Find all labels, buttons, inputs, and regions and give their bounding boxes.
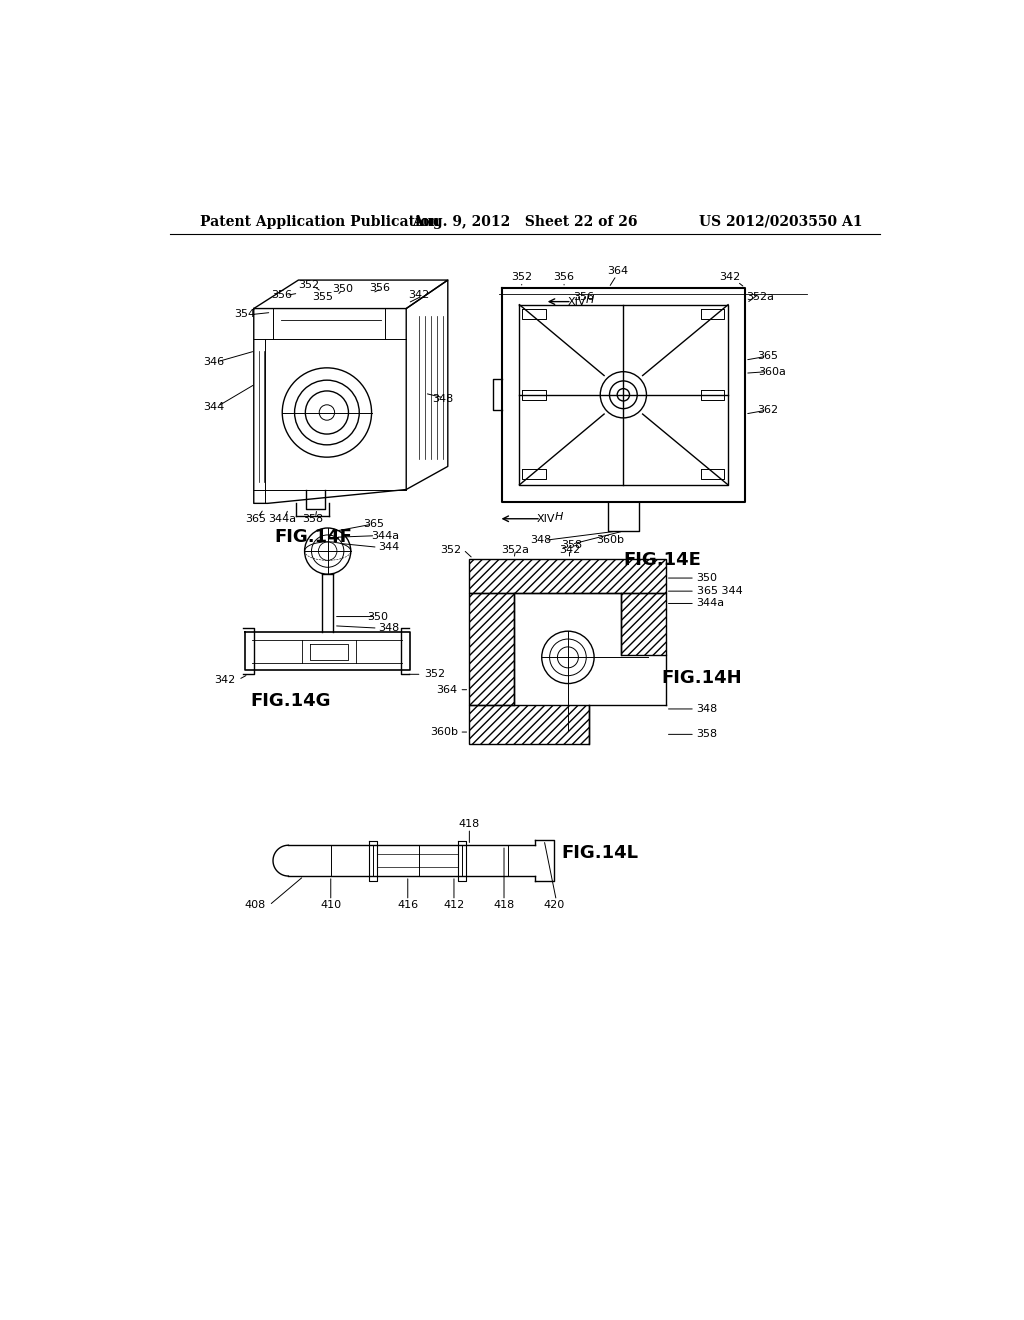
Text: 356: 356 xyxy=(554,272,574,282)
Text: 344a: 344a xyxy=(268,513,296,524)
Text: 352: 352 xyxy=(440,545,462,554)
Text: FIG.14G: FIG.14G xyxy=(251,692,331,710)
Text: 342: 342 xyxy=(719,272,740,282)
Text: 365: 365 xyxy=(245,513,266,524)
Text: 348: 348 xyxy=(432,393,453,404)
Text: 362: 362 xyxy=(758,405,778,416)
Text: 364: 364 xyxy=(436,685,458,694)
Text: 360b: 360b xyxy=(596,536,625,545)
Text: 348: 348 xyxy=(530,536,552,545)
Text: 356: 356 xyxy=(572,292,594,302)
Text: 344: 344 xyxy=(203,403,224,412)
Text: 408: 408 xyxy=(244,900,265,911)
Text: 412: 412 xyxy=(443,900,465,911)
Text: 365 344: 365 344 xyxy=(696,586,742,597)
Text: H: H xyxy=(586,296,594,305)
Circle shape xyxy=(304,528,351,574)
Text: FIG.14E: FIG.14E xyxy=(623,550,700,569)
Text: 365: 365 xyxy=(364,519,384,529)
Text: 348: 348 xyxy=(379,623,400,634)
Circle shape xyxy=(311,535,344,568)
Text: FIG.14H: FIG.14H xyxy=(662,669,742,688)
Text: XIV: XIV xyxy=(568,297,587,306)
Text: 360b: 360b xyxy=(430,727,458,737)
Text: Aug. 9, 2012   Sheet 22 of 26: Aug. 9, 2012 Sheet 22 of 26 xyxy=(412,215,638,228)
Text: 418: 418 xyxy=(494,900,515,911)
Text: 342: 342 xyxy=(559,545,580,554)
Text: 420: 420 xyxy=(544,900,564,911)
Text: 350: 350 xyxy=(368,611,388,622)
Text: 354: 354 xyxy=(233,309,255,319)
Text: FIG.14L: FIG.14L xyxy=(562,843,639,862)
Text: 358: 358 xyxy=(302,513,324,524)
Text: 344a: 344a xyxy=(696,598,725,609)
Text: XIV: XIV xyxy=(538,513,556,524)
Text: 358: 358 xyxy=(561,540,583,550)
Text: H: H xyxy=(554,512,563,523)
Text: 416: 416 xyxy=(397,900,419,911)
Text: 365: 365 xyxy=(758,351,778,362)
Text: 352a: 352a xyxy=(746,292,774,302)
Text: 352: 352 xyxy=(424,669,445,680)
Text: 358: 358 xyxy=(696,730,718,739)
Text: 352: 352 xyxy=(511,272,532,282)
Text: 360a: 360a xyxy=(758,367,785,376)
Text: 364: 364 xyxy=(607,265,629,276)
Circle shape xyxy=(542,631,594,684)
Text: FIG.14F: FIG.14F xyxy=(274,528,352,546)
Text: 418: 418 xyxy=(459,818,480,829)
Text: 348: 348 xyxy=(696,704,718,714)
Text: 356: 356 xyxy=(369,282,390,293)
Text: 344: 344 xyxy=(379,543,400,552)
Text: 342: 342 xyxy=(214,675,236,685)
Circle shape xyxy=(318,543,337,561)
Text: US 2012/0203550 A1: US 2012/0203550 A1 xyxy=(698,215,862,228)
Text: 356: 356 xyxy=(271,290,292,301)
Text: 346: 346 xyxy=(203,358,224,367)
Text: 352: 352 xyxy=(299,280,319,290)
Text: 352a: 352a xyxy=(502,545,529,554)
Text: 350: 350 xyxy=(332,284,353,294)
Text: 344a: 344a xyxy=(372,531,399,541)
Text: 410: 410 xyxy=(321,900,341,911)
Text: 350: 350 xyxy=(696,573,718,583)
Text: 342: 342 xyxy=(409,290,430,301)
Text: Patent Application Publication: Patent Application Publication xyxy=(200,215,439,228)
Text: 355: 355 xyxy=(312,292,334,302)
